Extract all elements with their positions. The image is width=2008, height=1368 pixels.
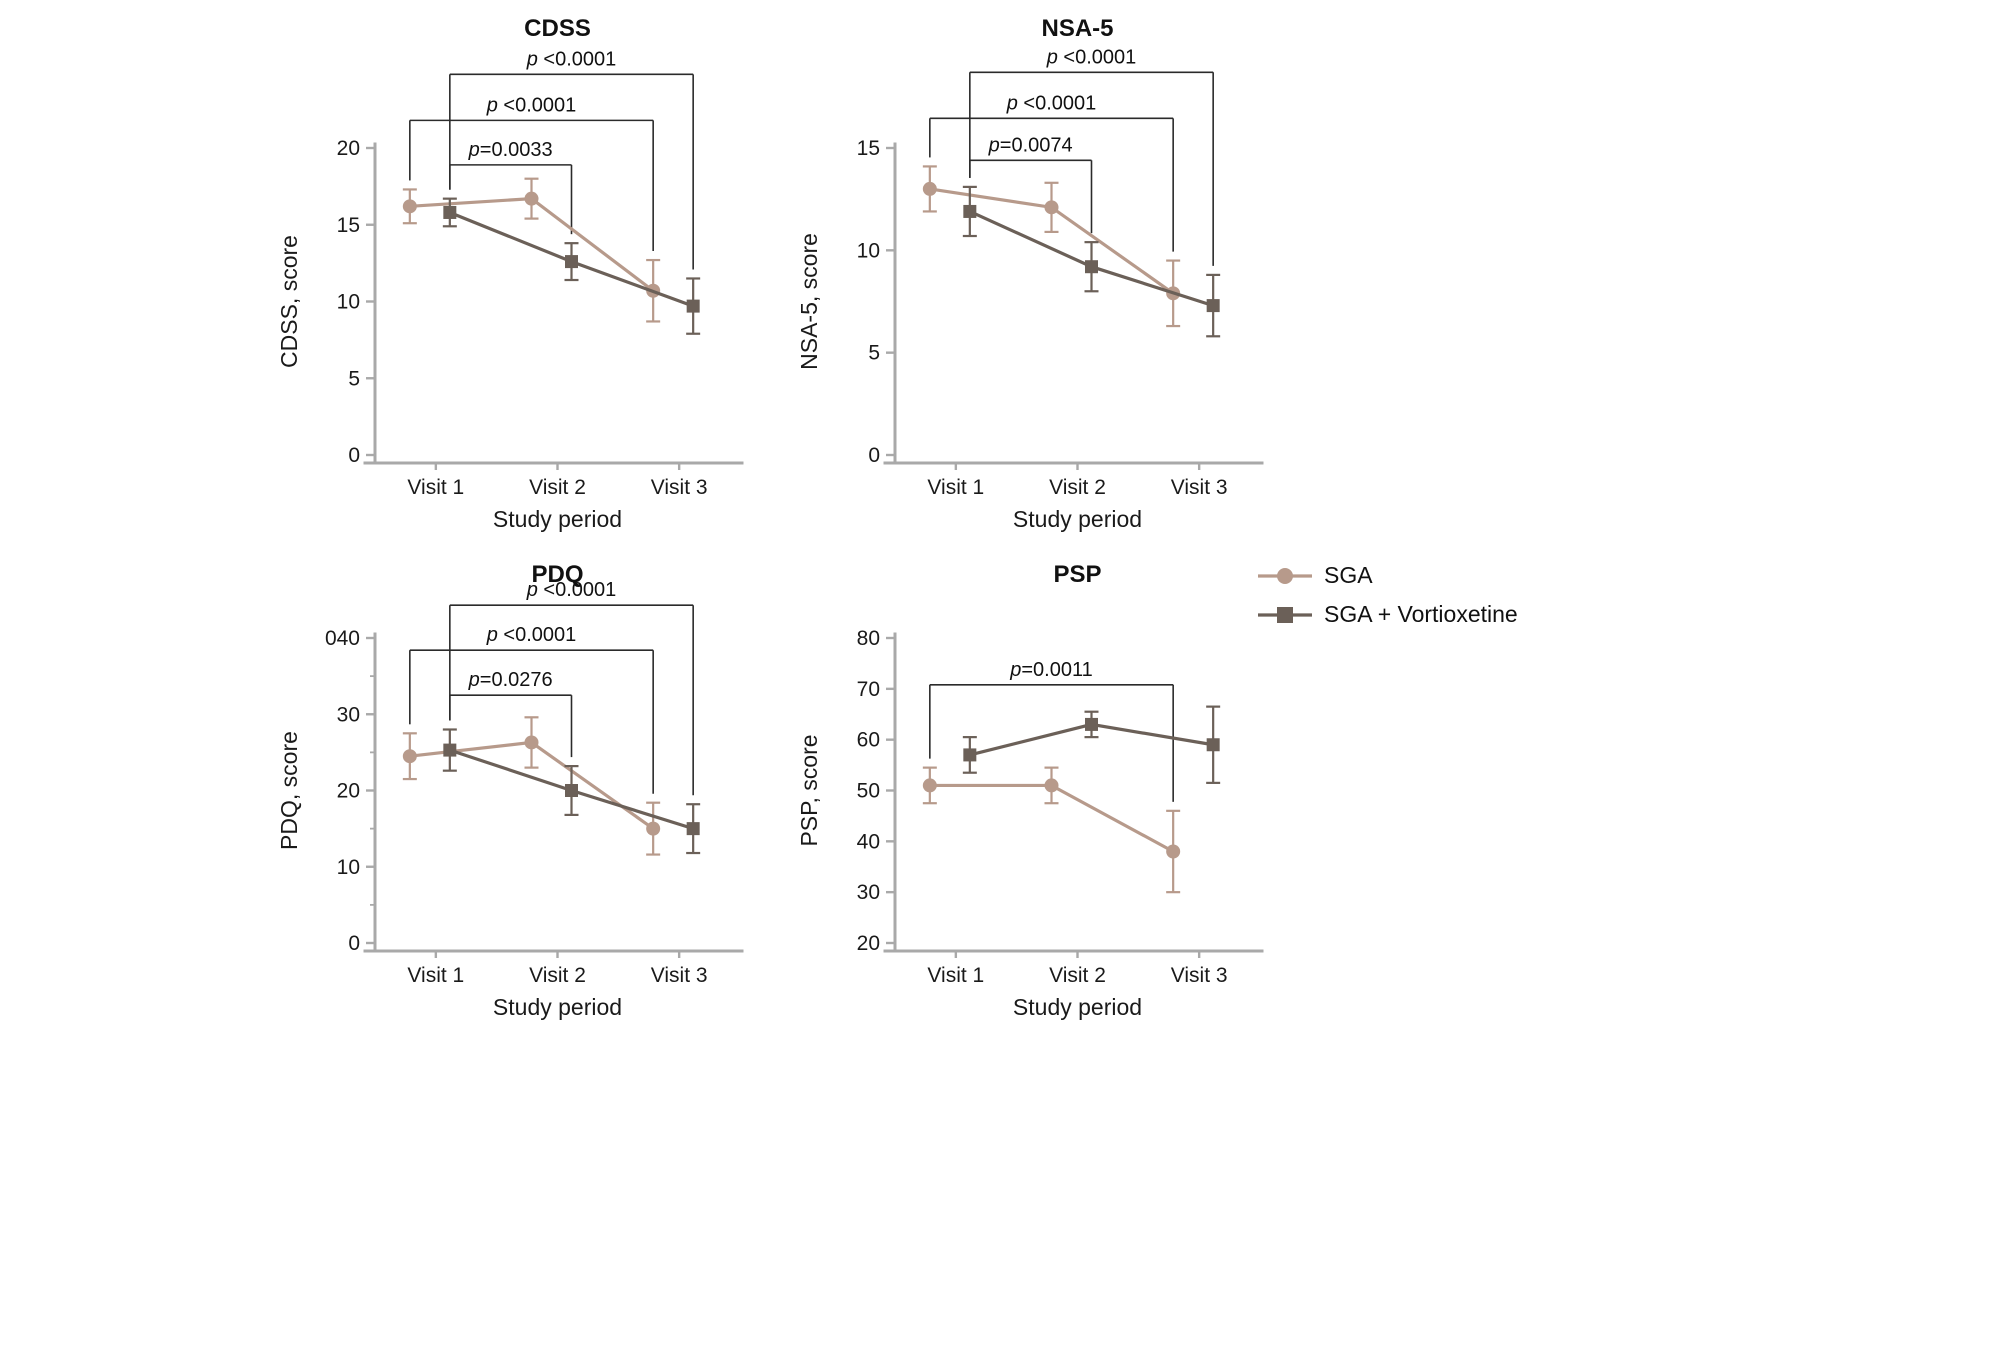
svg-text:CDSS: CDSS <box>524 15 591 42</box>
svg-text:PDQ, score: PDQ, score <box>276 731 302 850</box>
svg-text:Study period: Study period <box>1013 994 1142 1020</box>
svg-text:PDQ: PDQ <box>531 561 583 588</box>
svg-text:0: 0 <box>868 444 880 467</box>
svg-text:Visit 1: Visit 1 <box>407 964 464 987</box>
svg-text:Visit 1: Visit 1 <box>407 476 464 499</box>
svg-text:p=0.0074: p=0.0074 <box>988 134 1073 156</box>
svg-text:60: 60 <box>857 729 880 752</box>
svg-text:040: 040 <box>325 627 360 650</box>
legend-item-sga-vortioxetine: SGA + Vortioxetine <box>1256 601 1518 628</box>
svg-text:p <0.0001: p <0.0001 <box>1006 92 1097 114</box>
svg-text:0: 0 <box>348 444 360 467</box>
svg-text:80: 80 <box>857 627 880 650</box>
svg-text:Visit 1: Visit 1 <box>927 964 984 987</box>
nsa5-line-chart: NSA-5 p=0.0074 p <0.0001 p <0.0001 0 5 10 15 Vis… <box>796 15 1264 532</box>
chart-nsa5: NSA-5 p=0.0074 p <0.0001 p <0.0001 0 5 10 15 Vis… <box>750 0 1310 545</box>
svg-text:NSA-5, score: NSA-5, score <box>796 233 822 370</box>
svg-text:Study period: Study period <box>1013 506 1142 532</box>
svg-text:50: 50 <box>857 780 880 803</box>
svg-text:5: 5 <box>348 367 360 390</box>
svg-text:Visit 3: Visit 3 <box>651 964 708 987</box>
chart-cdss: CDSS p=0.0033 p <0.0001 p <0.0001 0 5 10 15 20 Vi… <box>230 0 790 545</box>
svg-text:p=0.0011: p=0.0011 <box>1009 659 1093 681</box>
chart-pdq: PDQ p=0.0276 p <0.0001 p <0.0001 0 10 20 30 040 V… <box>230 550 790 1030</box>
svg-text:Visit 2: Visit 2 <box>529 476 586 499</box>
svg-text:CDSS, score: CDSS, score <box>276 235 302 368</box>
svg-text:20: 20 <box>857 932 880 955</box>
svg-text:Visit 2: Visit 2 <box>529 964 586 987</box>
svg-text:p <0.0001: p <0.0001 <box>526 579 617 601</box>
pdq-line-chart: PDQ p=0.0276 p <0.0001 p <0.0001 0 10 20 30 040 V… <box>276 561 744 1020</box>
svg-text:15: 15 <box>337 214 360 237</box>
svg-text:10: 10 <box>857 239 880 262</box>
svg-text:30: 30 <box>337 703 360 726</box>
svg-text:20: 20 <box>337 137 360 160</box>
cdss-line-chart: CDSS p=0.0033 p <0.0001 p <0.0001 0 5 10 15 20 Vi… <box>276 15 744 532</box>
svg-text:15: 15 <box>857 137 880 160</box>
svg-text:40: 40 <box>857 830 880 853</box>
svg-text:p <0.0001: p <0.0001 <box>486 94 577 116</box>
svg-text:20: 20 <box>337 780 360 803</box>
svg-text:Study period: Study period <box>493 506 622 532</box>
svg-text:5: 5 <box>868 342 880 365</box>
svg-text:30: 30 <box>857 881 880 904</box>
sga-vortioxetine-line-square-marker-icon <box>1258 606 1312 623</box>
svg-text:p <0.0001: p <0.0001 <box>486 624 577 646</box>
svg-text:Visit 2: Visit 2 <box>1049 476 1106 499</box>
svg-text:Visit 3: Visit 3 <box>651 476 708 499</box>
svg-text:NSA-5: NSA-5 <box>1041 15 1113 42</box>
svg-text:p <0.0001: p <0.0001 <box>1046 46 1137 68</box>
svg-text:Visit 2: Visit 2 <box>1049 964 1106 987</box>
svg-text:70: 70 <box>857 678 880 701</box>
sga-line-circle-marker-icon <box>1258 567 1312 584</box>
svg-text:p=0.0276: p=0.0276 <box>468 669 553 691</box>
svg-text:Visit 3: Visit 3 <box>1171 476 1228 499</box>
svg-text:PSP, score: PSP, score <box>796 734 822 846</box>
svg-text:Study period: Study period <box>493 994 622 1020</box>
legend-item-sga: SGA <box>1256 562 1518 589</box>
legend: SGA SGA + Vortioxetine <box>1256 562 1518 628</box>
legend-label-sga: SGA <box>1324 562 1373 588</box>
svg-text:10: 10 <box>337 856 360 879</box>
svg-text:Visit 3: Visit 3 <box>1171 964 1228 987</box>
svg-text:0: 0 <box>348 932 360 955</box>
svg-text:Visit 1: Visit 1 <box>927 476 984 499</box>
chart-psp: PSP p=0.0011 20 30 40 50 60 70 80 Visit 1 Visit 2 V… <box>750 550 1310 1030</box>
svg-text:10: 10 <box>337 291 360 314</box>
svg-text:PSP: PSP <box>1053 561 1101 588</box>
legend-label-sga-vortioxetine: SGA + Vortioxetine <box>1324 601 1518 627</box>
psp-line-chart: PSP p=0.0011 20 30 40 50 60 70 80 Visit 1 Visit 2 V… <box>796 561 1264 1020</box>
svg-text:p=0.0033: p=0.0033 <box>468 139 553 161</box>
svg-text:p <0.0001: p <0.0001 <box>526 48 617 70</box>
